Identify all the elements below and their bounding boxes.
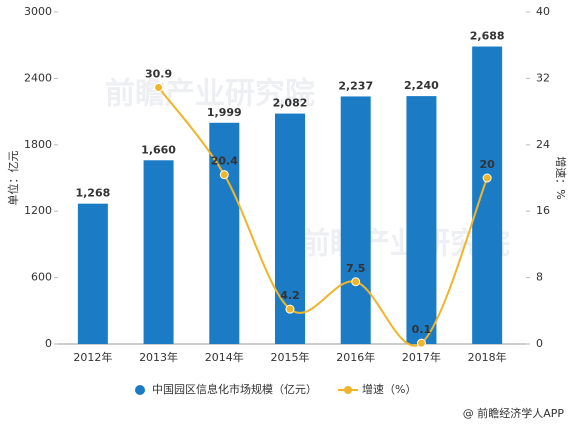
- line-marker: [416, 338, 426, 348]
- y2-tick-label: 16: [536, 204, 550, 217]
- line-value-label: 20: [479, 158, 495, 171]
- bar: [340, 96, 371, 345]
- x-tick-label: 2014年: [205, 350, 244, 364]
- bar-value-label: 2,237: [338, 79, 373, 92]
- bar-value-label: 2,240: [404, 79, 439, 92]
- line-value-label: 20.4: [211, 155, 238, 168]
- line: [157, 86, 489, 347]
- y-tick-label: 0: [45, 337, 52, 350]
- x-tick-label: 2018年: [468, 350, 507, 364]
- line-marker: [285, 304, 295, 314]
- line-marker: [219, 170, 229, 180]
- bar-value-label: 2,688: [470, 30, 505, 43]
- y2-axis-label: 增速：%: [554, 156, 568, 199]
- y-tick-label: 1800: [24, 138, 52, 151]
- bar: [143, 160, 174, 344]
- y2-tick-label: 8: [536, 271, 543, 284]
- watermark: 前瞻产业研究院: [105, 77, 315, 112]
- y-tick-label: 2400: [24, 71, 52, 84]
- line-marker: [482, 173, 492, 183]
- line-value-label: 7.5: [346, 262, 366, 275]
- legend-label: 中国园区信息化市场规模（亿元）: [152, 382, 317, 396]
- y-tick-label: 1200: [24, 204, 52, 217]
- bar-value-label: 1,999: [207, 106, 242, 119]
- bar-value-label: 2,082: [273, 97, 308, 110]
- legend-label: 增速（%）: [362, 382, 416, 396]
- bar-value-label: 1,268: [75, 187, 110, 200]
- line-marker: [351, 277, 361, 287]
- bar: [472, 46, 503, 344]
- y2-tick-label: 24: [536, 138, 550, 151]
- legend-swatch: [344, 386, 352, 394]
- line-marker: [154, 83, 164, 93]
- line-value-label: 4.2: [280, 289, 300, 302]
- x-tick-label: 2015年: [271, 350, 310, 364]
- line-value-label: 0.1: [412, 323, 432, 336]
- bar-value-label: 1,660: [141, 143, 176, 156]
- x-tick-label: 2016年: [336, 350, 375, 364]
- source: @ 前瞻经济学人APP: [463, 406, 565, 420]
- y2-tick-label: 40: [536, 5, 550, 18]
- y-tick-label: 600: [31, 271, 52, 284]
- bar: [406, 96, 437, 345]
- legend-swatch: [135, 385, 145, 395]
- x-tick-label: 2012年: [73, 350, 112, 364]
- line-value-label: 30.9: [145, 68, 172, 81]
- y2-tick-label: 32: [536, 71, 550, 84]
- x-tick-label: 2017年: [402, 350, 441, 364]
- x-tick-label: 2013年: [139, 350, 178, 364]
- y-tick-label: 3000: [24, 5, 52, 18]
- bar: [77, 203, 108, 344]
- y2-tick-label: 0: [536, 337, 543, 350]
- y-axis-label: 单位：亿元: [6, 151, 20, 206]
